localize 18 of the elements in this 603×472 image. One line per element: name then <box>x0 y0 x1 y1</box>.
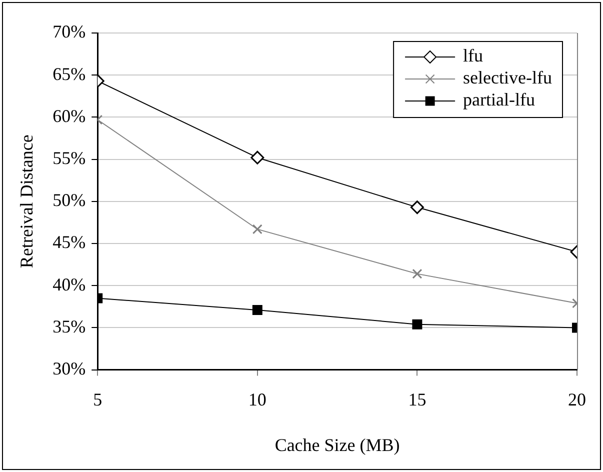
y-tick-label: 45% <box>52 232 86 252</box>
x-tick-label: 15 <box>408 389 426 410</box>
x-tick-label: 10 <box>248 389 266 410</box>
y-tick-label: 60% <box>52 106 86 126</box>
x-tick-label: 5 <box>93 389 102 410</box>
y-tick-label: 35% <box>52 316 86 336</box>
y-tick-label: 70% <box>52 22 86 42</box>
legend-label: selective-lfu <box>463 68 552 88</box>
x-axis-title: Cache Size (MB) <box>274 434 400 455</box>
y-tick-label: 65% <box>52 64 86 84</box>
legend-label: partial-lfu <box>463 90 536 110</box>
legend-label: lfu <box>463 46 484 66</box>
y-tick-label: 55% <box>52 148 86 168</box>
y-axis-title: Retreival Distance <box>16 134 37 268</box>
y-tick-label: 40% <box>52 274 86 294</box>
x-tick-label: 20 <box>568 389 586 410</box>
y-tick-label: 30% <box>52 358 86 379</box>
y-tick-label: 50% <box>52 190 86 210</box>
